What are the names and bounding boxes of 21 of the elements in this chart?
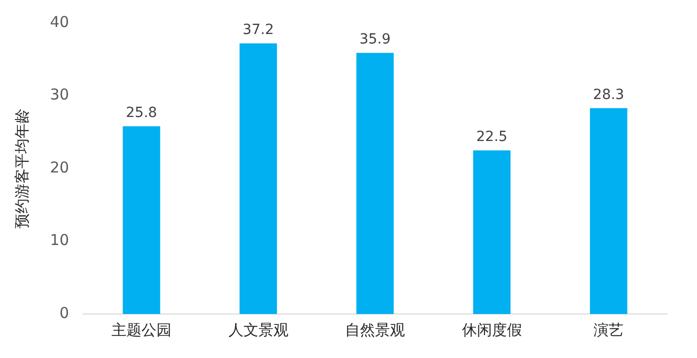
bar [590,108,628,314]
bar [473,150,511,314]
y-tick-label: 0 [60,304,70,322]
bar [356,52,394,314]
x-tick-label: 演艺 [594,320,624,339]
x-tick-label: 人文景观 [228,320,288,339]
y-tick-label: 40 [50,12,70,31]
y-axis-title: 预约游客平均年龄 [12,108,31,228]
x-tick-label: 自然景观 [345,320,406,339]
x-tick-label: 休闲度假 [462,320,522,339]
data-label: 22.5 [476,128,508,145]
bar [240,43,277,314]
data-label: 28.3 [593,86,624,103]
y-tick-label: 30 [50,86,70,104]
data-label: 37.2 [242,22,274,38]
bar [122,126,160,314]
data-label: 25.8 [126,104,158,121]
y-tick-label: 10 [50,231,70,250]
y-tick-label: 20 [50,158,70,176]
x-tick-label: 主题公园 [111,320,172,339]
data-label: 35.9 [359,31,391,48]
